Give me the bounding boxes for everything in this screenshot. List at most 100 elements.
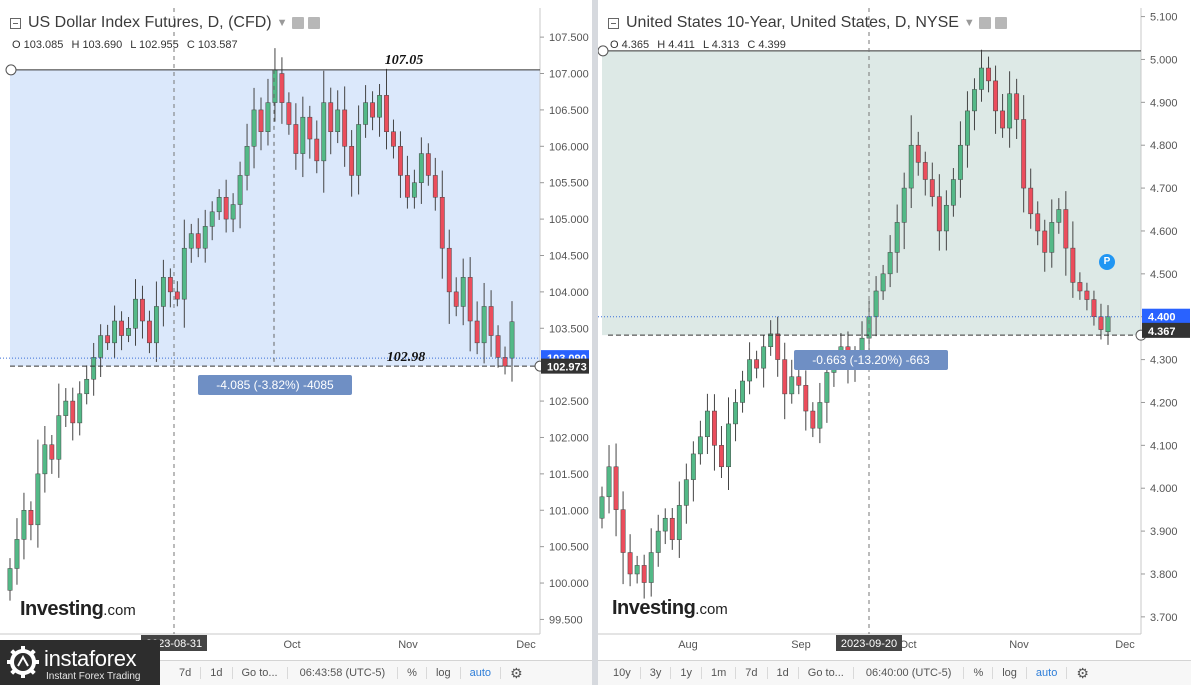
range-1d[interactable]: 1d bbox=[201, 667, 233, 679]
candle-up bbox=[817, 402, 823, 429]
chevron-down-icon[interactable]: ▼ bbox=[276, 17, 288, 29]
candle-down bbox=[754, 359, 760, 369]
candle-down bbox=[488, 306, 494, 336]
candle-up bbox=[880, 273, 886, 292]
right-toolbar: 10y 3y 1y 1m 7d 1d Go to... 06:40:00 (UT… bbox=[598, 660, 1191, 685]
candle-down bbox=[398, 146, 403, 176]
ohlc-high: H 4.411 bbox=[657, 39, 695, 51]
candle-down bbox=[453, 291, 459, 307]
candle-up bbox=[154, 306, 159, 344]
y-tick-label: 4.300 bbox=[1150, 355, 1178, 367]
candle-up bbox=[599, 496, 605, 519]
candle-down bbox=[1035, 213, 1041, 232]
candle-up bbox=[979, 67, 984, 90]
range-7d[interactable]: 7d bbox=[736, 667, 768, 679]
p-marker-badge[interactable]: P bbox=[1099, 254, 1115, 270]
candle-up bbox=[697, 436, 703, 455]
range-3y[interactable]: 3y bbox=[641, 667, 672, 679]
candle-up bbox=[202, 226, 208, 249]
candle-up bbox=[887, 252, 893, 275]
candle-up bbox=[768, 333, 774, 347]
panel-divider[interactable] bbox=[592, 0, 598, 685]
candle-down bbox=[439, 197, 445, 249]
candle-up bbox=[509, 321, 515, 359]
range-10y[interactable]: 10y bbox=[604, 667, 641, 679]
right-chart-header: United States 10-Year, United States, D,… bbox=[608, 14, 1007, 32]
candle-up bbox=[265, 102, 271, 132]
candle-up bbox=[216, 197, 222, 213]
candle-up bbox=[63, 400, 69, 416]
candle-down bbox=[1091, 299, 1097, 317]
collapse-icon[interactable] bbox=[608, 17, 619, 29]
y-tick-label: 4.000 bbox=[1150, 483, 1178, 495]
range-1y[interactable]: 1y bbox=[671, 667, 702, 679]
gear-icon[interactable]: ⚙ bbox=[510, 664, 523, 681]
candle-up bbox=[683, 479, 689, 506]
dxy-chart[interactable]: 107.500 107.000 106.500 106.000 105.500 105.0… bbox=[0, 0, 592, 660]
level-label-low: 102.98 bbox=[387, 350, 426, 365]
settings-icon[interactable] bbox=[978, 17, 991, 29]
x-tick-label: Nov bbox=[1009, 639, 1029, 651]
range-7d[interactable]: 7d bbox=[170, 667, 202, 679]
go-to-button[interactable]: Go to... bbox=[233, 667, 288, 679]
candle-up bbox=[56, 415, 62, 460]
candle-down bbox=[922, 162, 928, 180]
candle-up bbox=[873, 290, 879, 317]
y-tick-label: 101.500 bbox=[549, 469, 589, 481]
ohlc-low: L 102.955 bbox=[130, 39, 179, 51]
y-tick-label: 104.500 bbox=[549, 250, 589, 262]
candle-down bbox=[796, 376, 802, 386]
candle-up bbox=[1049, 222, 1055, 253]
candle-up bbox=[655, 530, 661, 553]
go-to-button[interactable]: Go to... bbox=[799, 667, 854, 679]
ohlc-close: C 103.587 bbox=[186, 39, 238, 51]
close-icon[interactable] bbox=[307, 17, 320, 29]
candle-up bbox=[21, 510, 27, 540]
log-toggle[interactable]: log bbox=[427, 667, 461, 679]
auto-toggle[interactable]: auto bbox=[1027, 667, 1068, 679]
candle-down bbox=[1028, 187, 1034, 215]
close-icon[interactable] bbox=[994, 17, 1007, 29]
candle-up bbox=[690, 453, 696, 480]
candle-up bbox=[1056, 209, 1062, 223]
candle-down bbox=[719, 445, 724, 468]
measure-label: -4.085 (-3.82%) -4085 bbox=[216, 378, 334, 392]
candle-up bbox=[943, 204, 949, 232]
log-toggle[interactable]: log bbox=[993, 667, 1027, 679]
candle-down bbox=[307, 116, 313, 140]
candle-up bbox=[726, 423, 731, 468]
candle-down bbox=[613, 466, 619, 510]
clock-readout: 06:43:58 (UTC-5) bbox=[288, 667, 399, 679]
candle-down bbox=[915, 144, 921, 163]
candle-up bbox=[789, 376, 795, 395]
collapse-icon[interactable] bbox=[10, 17, 21, 29]
auto-toggle[interactable]: auto bbox=[461, 667, 502, 679]
candle-down bbox=[627, 552, 633, 575]
y-tick-label: 4.900 bbox=[1150, 97, 1178, 109]
y-tick-label: 3.700 bbox=[1150, 612, 1178, 624]
candle-down bbox=[620, 509, 626, 553]
candle-up bbox=[950, 179, 956, 206]
candle-down bbox=[432, 175, 438, 198]
measure-label: -0.663 (-13.20%) -663 bbox=[812, 353, 930, 367]
candle-up bbox=[335, 109, 341, 132]
us10y-chart[interactable]: 5.100 5.000 4.900 4.800 4.700 4.600 4.500 4.400… bbox=[598, 0, 1191, 660]
price-tag-box bbox=[541, 358, 589, 374]
candle-up bbox=[160, 277, 166, 307]
range-1d[interactable]: 1d bbox=[768, 667, 799, 679]
candle-up bbox=[237, 175, 243, 205]
left-chart-panel: 107.500 107.000 106.500 106.000 105.500 105.0… bbox=[0, 0, 592, 685]
candle-down bbox=[993, 80, 998, 112]
chevron-down-icon[interactable]: ▼ bbox=[963, 17, 975, 29]
candle-down bbox=[223, 197, 229, 220]
ohlc-close: C 4.399 bbox=[747, 39, 786, 51]
gear-icon[interactable]: ⚙ bbox=[1076, 664, 1089, 681]
candle-down bbox=[495, 335, 501, 358]
settings-icon[interactable] bbox=[291, 17, 304, 29]
y-tick-label: 103.500 bbox=[549, 323, 589, 335]
candle-up bbox=[209, 211, 215, 227]
range-1m[interactable]: 1m bbox=[702, 667, 737, 679]
y-tick-label: 104.000 bbox=[549, 287, 589, 299]
percent-toggle[interactable]: % bbox=[964, 667, 994, 679]
percent-toggle[interactable]: % bbox=[398, 667, 427, 679]
